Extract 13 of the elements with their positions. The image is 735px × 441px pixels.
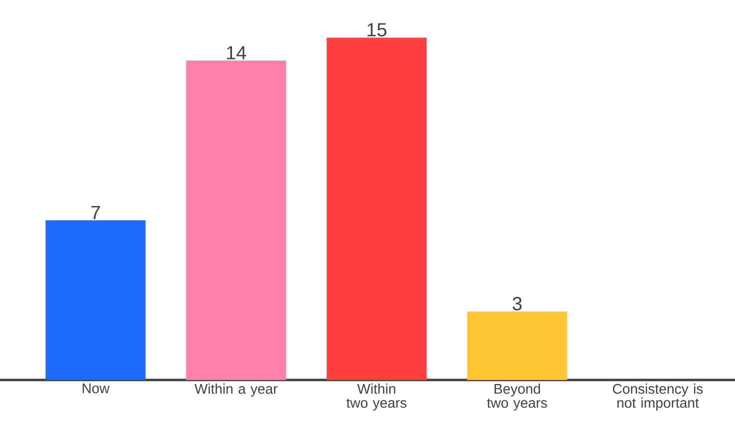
x-tick-label: Within a year xyxy=(194,384,278,397)
x-tick-label: Beyond two years xyxy=(487,384,548,411)
bar xyxy=(46,220,146,380)
data-label: 3 xyxy=(512,296,522,310)
data-label: 15 xyxy=(368,23,386,36)
bar xyxy=(326,38,427,380)
x-tick-label: Within two years xyxy=(346,384,406,411)
x-tick-label: Consistency is not important xyxy=(612,384,703,411)
x-tick-label: Now xyxy=(82,384,110,394)
data-label: 14 xyxy=(226,46,246,60)
bar xyxy=(467,312,568,380)
bar xyxy=(186,60,286,380)
data-label: 7 xyxy=(91,206,100,220)
